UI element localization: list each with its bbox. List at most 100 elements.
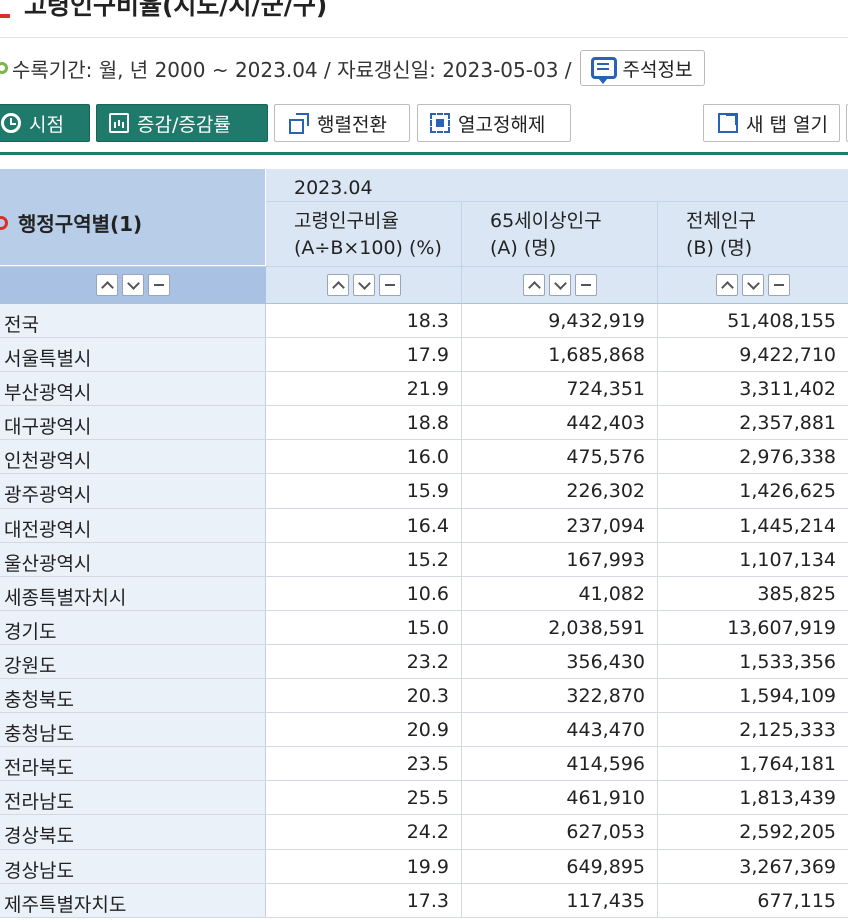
collapse-icon[interactable] — [768, 274, 790, 296]
row-header-cell[interactable]: 행정구역별(1) — [0, 169, 266, 266]
sort-descending-icon[interactable] — [742, 274, 764, 296]
region-cell[interactable]: 울산광역시 — [0, 542, 266, 576]
ratio-cell: 21.9 — [266, 372, 462, 406]
column-header-total-line1: 전체인구 — [686, 210, 756, 232]
elderly-cell: 475,576 — [462, 440, 658, 474]
region-cell[interactable]: 충청남도 — [0, 713, 266, 747]
sort-ascending-icon[interactable] — [326, 274, 349, 296]
ratio-cell: 24.2 — [266, 815, 462, 849]
elderly-cell: 649,895 — [462, 849, 658, 883]
region-cell[interactable]: 제주특별자치도 — [0, 883, 266, 917]
new-tab-button[interactable]: 새 탭 열기 — [703, 104, 840, 142]
sort-descending-icon[interactable] — [122, 274, 144, 296]
ratio-cell: 23.2 — [266, 644, 462, 679]
more-button[interactable] — [846, 104, 848, 142]
clock-icon — [1, 113, 21, 133]
total-cell: 1,426,625 — [739, 480, 836, 503]
sort-icon — [0, 215, 8, 230]
column-header-total-line2: (B) (명) — [686, 237, 753, 259]
table-row: 전국 18.3 9,432,919 51,408,155 — [0, 304, 848, 339]
region-cell[interactable]: 서울특별시 — [0, 338, 266, 372]
region-cell[interactable]: 충청북도 — [0, 679, 266, 713]
elderly-cell: 167,993 — [462, 542, 658, 576]
total-cell: 2,592,205 — [739, 821, 836, 844]
region-cell[interactable]: 전라북도 — [0, 747, 266, 781]
collapse-icon[interactable] — [574, 274, 597, 296]
change-rate-label: 증감/증감률 — [137, 113, 231, 136]
table-row: 세종특별자치시 10.6 41,082 385,825 — [0, 576, 848, 611]
region-cell[interactable]: 세종특별자치시 — [0, 576, 266, 610]
total-cell: 677,115 — [757, 889, 836, 912]
total-cell: 1,533,356 — [739, 650, 836, 673]
pivot-button[interactable]: 행렬전환 — [274, 104, 410, 142]
ratio-cell: 23.5 — [266, 747, 462, 781]
ratio-cell: 15.2 — [266, 542, 462, 576]
table-row: 경상남도 19.9 649,895 3,267,369 — [0, 849, 848, 884]
total-cell: 3,267,369 — [739, 855, 836, 878]
collapse-icon[interactable] — [378, 274, 401, 296]
timepoint-label: 시점 — [29, 113, 64, 136]
sort-ascending-icon[interactable] — [522, 274, 545, 296]
column-header-elderly-line1: 65세이상인구 — [490, 210, 602, 232]
sort-ascending-icon[interactable] — [716, 274, 738, 296]
ratio-cell: 16.4 — [266, 508, 462, 542]
ratio-cell: 25.5 — [266, 781, 462, 815]
table-body: 전국 18.3 9,432,919 51,408,155 서울특별시 17.9 1,685,… — [0, 304, 848, 918]
column-header-elderly-line2: (A) (명) — [490, 237, 557, 259]
ratio-cell: 15.0 — [266, 610, 462, 644]
elderly-cell: 627,053 — [462, 815, 658, 849]
table-row: 대전광역시 16.4 237,094 1,445,214 — [0, 508, 848, 543]
sort-descending-icon[interactable] — [352, 274, 375, 296]
total-cell: 1,594,109 — [739, 685, 836, 708]
collapse-icon[interactable] — [148, 274, 170, 296]
elderly-cell: 226,302 — [462, 474, 658, 508]
title-marker-icon — [0, 0, 10, 18]
elderly-cell: 117,435 — [462, 883, 658, 917]
timepoint-button[interactable]: 시점 — [0, 104, 90, 142]
region-cell[interactable]: 경상남도 — [0, 849, 266, 883]
ratio-column-controls — [266, 266, 462, 304]
sort-descending-icon[interactable] — [548, 274, 571, 296]
bullet-icon — [0, 62, 8, 74]
column-unlock-icon — [430, 113, 450, 133]
total-cell: 2,125,333 — [739, 719, 836, 742]
row-header-controls — [0, 266, 266, 304]
total-cell: 13,607,919 — [727, 616, 836, 639]
change-rate-button[interactable]: 증감/증감률 — [96, 104, 268, 142]
region-cell[interactable]: 부산광역시 — [0, 372, 266, 406]
region-cell[interactable]: 전라남도 — [0, 781, 266, 815]
note-info-button[interactable]: 주석정보 — [579, 50, 706, 86]
period-header: 2023.04 — [266, 169, 848, 202]
region-cell[interactable]: 대전광역시 — [0, 508, 266, 542]
elderly-cell: 443,470 — [462, 713, 658, 747]
total-cell: 3,311,402 — [739, 378, 836, 401]
total-cell: 385,825 — [757, 582, 836, 605]
column-header-ratio-line2: (A÷B×100) (%) — [294, 237, 442, 259]
region-cell[interactable]: 전국 — [0, 304, 266, 338]
sort-ascending-icon[interactable] — [96, 274, 118, 296]
unfix-columns-label: 열고정해제 — [458, 113, 546, 136]
ratio-cell: 19.9 — [266, 849, 462, 883]
table-row: 충청북도 20.3 322,870 1,594,109 — [0, 679, 848, 714]
page-title: 고령인구비율(시도/시/군/구) — [24, 0, 328, 20]
region-cell[interactable]: 광주광역시 — [0, 474, 266, 508]
ratio-cell: 10.6 — [266, 576, 462, 610]
table-row: 충청남도 20.9 443,470 2,125,333 — [0, 713, 848, 748]
elderly-cell: 2,038,591 — [462, 610, 658, 644]
elderly-cell: 442,403 — [462, 406, 658, 440]
toolbar: 시점 증감/증감률 행렬전환 열고정해제 새 탭 열기 — [0, 104, 848, 144]
meta-info: 수록기간: 월, 년 2000 ~ 2023.04 / 자료갱신일: 2023-… — [0, 48, 848, 88]
page-header: 고령인구비율(시도/시/군/구) — [0, 0, 848, 38]
total-cell: 51,408,155 — [727, 310, 836, 332]
elderly-cell: 724,351 — [462, 372, 658, 406]
region-cell[interactable]: 대구광역시 — [0, 406, 266, 440]
unfix-columns-button[interactable]: 열고정해제 — [417, 104, 571, 142]
total-cell: 2,976,338 — [739, 446, 836, 469]
table-row: 전라남도 25.5 461,910 1,813,439 — [0, 781, 848, 816]
region-cell[interactable]: 강원도 — [0, 644, 266, 679]
region-cell[interactable]: 경기도 — [0, 610, 266, 644]
table-row: 경상북도 24.2 627,053 2,592,205 — [0, 815, 848, 850]
ratio-cell: 20.3 — [266, 679, 462, 713]
region-cell[interactable]: 인천광역시 — [0, 440, 266, 474]
region-cell[interactable]: 경상북도 — [0, 815, 266, 849]
